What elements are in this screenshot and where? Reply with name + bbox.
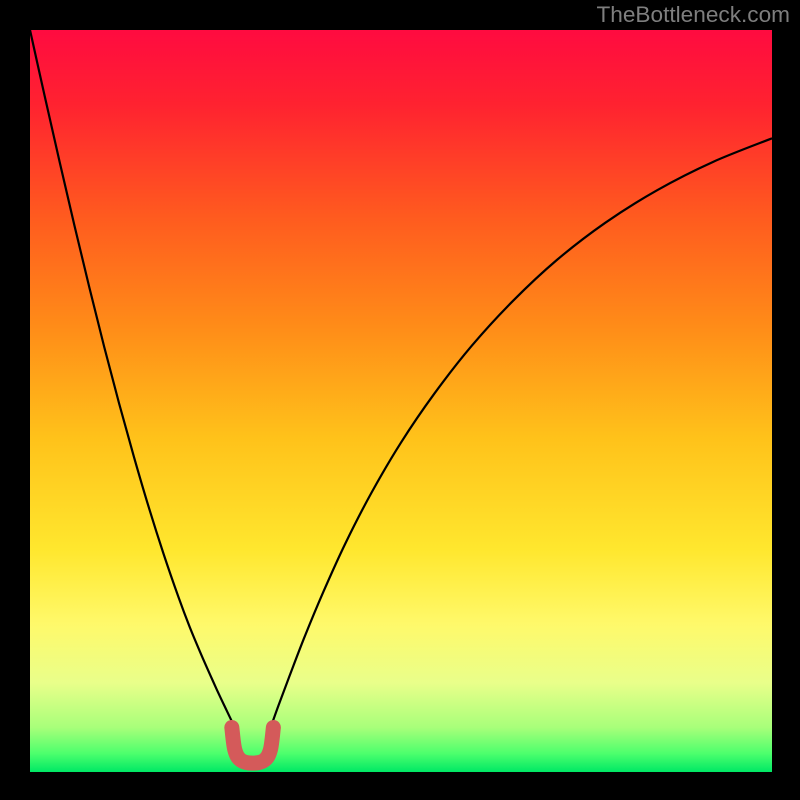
stage: TheBottleneck.com bbox=[0, 0, 800, 800]
watermark-text: TheBottleneck.com bbox=[596, 2, 790, 28]
bottleneck-plot bbox=[0, 0, 800, 800]
plot-background bbox=[30, 30, 772, 772]
